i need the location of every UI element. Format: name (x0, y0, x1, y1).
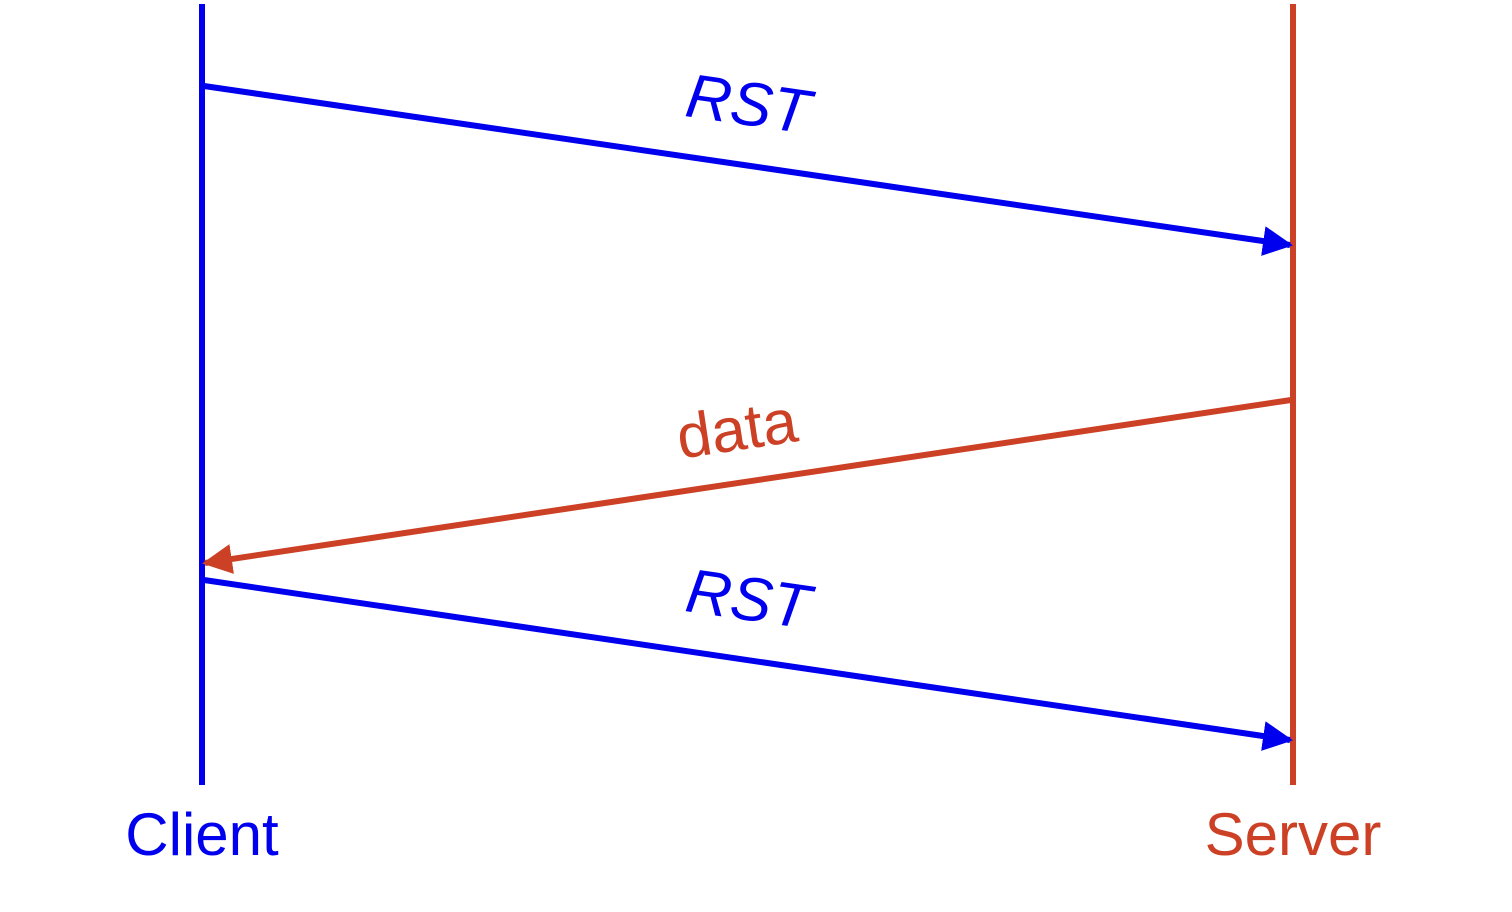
message-label-data: data (672, 386, 802, 472)
message-arrow-data (202, 397, 1292, 574)
message-arrow-rst-1 (203, 83, 1293, 256)
message-label-rst-2: RST (682, 556, 819, 643)
client-label: Client (125, 801, 279, 868)
message-label-rst-1: RST (682, 61, 819, 148)
server-label: Server (1205, 801, 1382, 868)
message-arrow-rst-2 (203, 577, 1293, 751)
